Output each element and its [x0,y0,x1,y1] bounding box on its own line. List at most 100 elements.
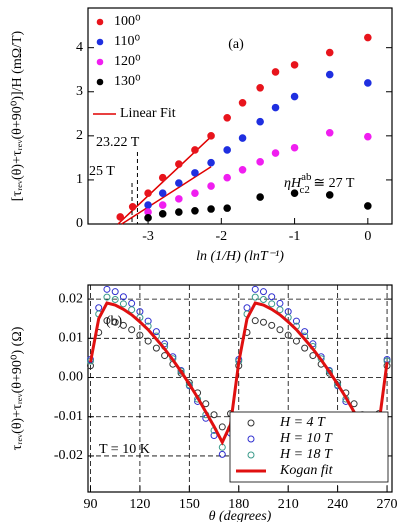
x-tick-label: 180 [228,497,249,512]
data-point [191,169,199,177]
y-tick-label: 0 [76,216,83,231]
legend-marker [96,38,104,46]
data-point [111,288,119,296]
data-point [259,296,267,304]
eta-main: ηH [284,176,302,191]
plot-frame [87,7,393,225]
y-tick-label: 3 [76,84,83,99]
data-point [103,285,111,293]
data-point [119,293,127,301]
data-point [128,326,136,334]
data-point [119,321,127,329]
data-point [191,189,199,197]
data-point [175,179,183,187]
data-point [210,432,218,440]
x-tick-label: 240 [327,497,348,512]
data-point [364,132,372,141]
eta-sub: c2 [299,184,309,196]
legend-label: Linear Fit [120,106,176,121]
y-axis-label: τᵣₑᵥ(θ)+τᵣₑᵥ(θ+90⁰) (Ω) [10,326,25,450]
legend-label: H = 10 T [279,431,333,446]
data-point [152,328,160,336]
legend-label: 100⁰ [114,14,141,29]
x-tick-label: 270 [377,497,398,512]
data-point [191,146,199,154]
data-point [238,134,247,142]
data-point [95,304,103,312]
data-point [175,208,183,216]
data-point [325,191,334,199]
data-point [364,33,372,42]
plot-frame [87,284,393,493]
data-point [128,306,136,314]
x-axis-label: ln (1/H) (lnT⁻¹) [196,249,284,264]
y-tick-label: 0.01 [59,331,84,346]
legend-label: 110⁰ [114,34,140,49]
data-point [158,210,167,218]
data-point [158,189,167,197]
data-point [191,206,199,215]
data-point [268,300,276,308]
data-point [259,318,267,326]
x-tick-label: -3 [142,229,154,244]
data-point [144,317,152,325]
data-point [268,293,276,301]
data-point [175,195,183,203]
x-tick-label: 0 [364,229,371,244]
y-tick-label: 0.00 [59,370,84,385]
x-tick-label: 210 [278,497,299,512]
y-tick-label: 1 [76,172,83,187]
data-point [325,128,334,137]
data-point [218,423,226,431]
legend-marker [247,435,255,443]
x-tick-label: 120 [129,497,150,512]
x-tick-label: -1 [289,229,301,244]
data-point [364,79,372,87]
data-point [144,337,152,345]
data-point [251,317,259,325]
y-tick-label: 0.02 [59,291,84,306]
data-point [238,165,247,174]
data-point [223,113,231,122]
data-point [256,158,264,166]
legend-label: H = 4 T [279,415,326,430]
data-point [325,70,334,79]
data-point [223,173,231,182]
data-point [276,326,284,334]
data-point [271,103,280,112]
data-point [256,117,264,126]
y-tick-label: -0.01 [54,409,83,424]
legend-marker [96,18,104,26]
data-point [128,299,136,307]
eta-sup: ab [301,171,312,183]
data-point [111,318,119,326]
x-tick-label: 150 [179,497,200,512]
data-point [256,193,264,201]
data-point [290,189,299,197]
x-tick-label: 90 [83,497,97,512]
data-point [290,143,299,152]
annotation: T = 10 K [99,442,150,457]
data-point [251,293,259,301]
data-point [207,158,215,167]
data-point [290,61,299,69]
data-point [152,344,160,352]
data-point [276,306,284,314]
data-point [271,68,280,76]
data-point [103,293,111,301]
data-point [364,202,372,210]
data-point [268,321,276,329]
data-point [223,204,231,212]
data-point [161,352,169,360]
data-point [144,214,152,222]
data-point [276,299,284,307]
data-point [256,83,264,92]
data-point [111,296,119,304]
data-point [271,149,280,157]
y-tick-label: 4 [76,40,83,55]
data-point [103,317,111,325]
y-tick-label: 2 [76,128,83,143]
data-point [144,201,152,209]
data-point [136,331,144,339]
